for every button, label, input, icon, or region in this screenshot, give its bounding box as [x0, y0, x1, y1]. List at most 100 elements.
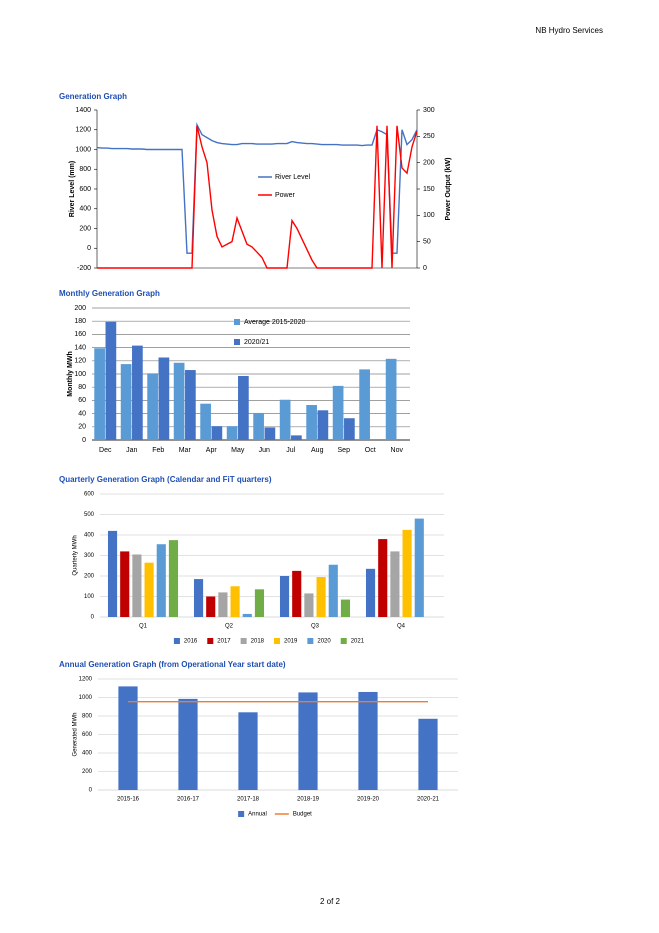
- x-tick-label: Jul: [286, 447, 295, 454]
- y-tick-label: 400: [82, 751, 93, 757]
- legend-swatch: [340, 638, 347, 644]
- x-tick-label: Nov: [391, 447, 404, 454]
- legend-label: 2021: [351, 639, 365, 645]
- legend-swatch: [207, 638, 214, 644]
- y-tick-label: 800: [79, 166, 91, 173]
- y2-tick-label: 250: [423, 133, 435, 140]
- bar: [132, 345, 143, 440]
- legend-label: 2020: [317, 639, 331, 645]
- y-tick-label: 180: [74, 318, 86, 325]
- legend-swatch: [240, 638, 247, 644]
- x-tick-label: Dec: [99, 447, 112, 454]
- legend-swatch: [238, 811, 245, 817]
- y-tick-label: 60: [78, 397, 86, 404]
- x-tick-label: Q4: [397, 624, 406, 630]
- chart-title: Quarterly Generation Graph (Calendar and…: [59, 475, 272, 484]
- y-tick-label: 0: [91, 615, 95, 621]
- x-tick-label: Jan: [126, 447, 137, 454]
- bar: [254, 589, 265, 617]
- page-header: NB Hydro Services: [535, 26, 603, 35]
- bar: [230, 586, 240, 617]
- x-tick-label: 2017-18: [237, 797, 260, 803]
- y-tick-label: 1000: [79, 695, 93, 701]
- bar: [340, 599, 351, 617]
- x-tick-label: 2019-20: [357, 797, 380, 803]
- bar: [317, 410, 329, 440]
- y-tick-label: 0: [87, 245, 91, 252]
- y-tick-label: 500: [84, 512, 95, 518]
- y-tick-label: 400: [79, 206, 91, 213]
- bar: [226, 426, 238, 440]
- legend-label: River Level: [275, 174, 310, 181]
- y2-axis-label: Power Output (kW): [445, 158, 452, 221]
- bar: [402, 529, 412, 617]
- bar: [264, 427, 276, 440]
- y2-tick-label: 200: [423, 160, 435, 167]
- bar: [291, 435, 302, 440]
- y-axis-label: River Level (mm): [69, 161, 76, 217]
- y-tick-label: 800: [82, 714, 93, 720]
- x-tick-label: Aug: [311, 447, 324, 454]
- legend-label: 2019: [284, 639, 298, 645]
- y-tick-label: 200: [84, 574, 95, 580]
- legend-label: 2016: [184, 639, 198, 645]
- bar: [292, 570, 302, 617]
- y-tick-label: 1400: [75, 107, 91, 114]
- x-tick-label: 2016-17: [177, 797, 200, 803]
- y-tick-label: 400: [84, 533, 95, 539]
- bar: [218, 592, 228, 617]
- bar: [316, 577, 326, 617]
- y-tick-label: 100: [74, 371, 86, 378]
- x-tick-label: 2020-21: [417, 797, 440, 803]
- chart-title: Annual Generation Graph (from Operationa…: [59, 660, 286, 669]
- x-tick-label: Mar: [179, 447, 192, 454]
- bar: [120, 364, 132, 440]
- bar: [328, 564, 338, 617]
- legend-label: Budget: [293, 812, 312, 818]
- bar: [120, 551, 130, 617]
- y-tick-label: 200: [82, 769, 93, 775]
- y-tick-label: 140: [74, 344, 86, 351]
- x-tick-label: Q2: [225, 624, 234, 630]
- bar: [304, 593, 314, 617]
- x-tick-label: Feb: [152, 447, 164, 454]
- bar: [385, 358, 397, 440]
- bar: [344, 418, 355, 440]
- x-tick-label: 2015-16: [117, 797, 140, 803]
- y-tick-label: 100: [84, 594, 95, 600]
- bar: [206, 596, 216, 617]
- x-tick-label: May: [231, 447, 245, 454]
- bar: [178, 698, 198, 790]
- legend-swatch: [307, 638, 314, 644]
- y2-tick-label: 0: [423, 265, 427, 272]
- y-axis-label: Monthly MWh: [67, 351, 74, 397]
- bar: [390, 551, 400, 617]
- y-tick-label: 0: [89, 788, 93, 794]
- chart-title: Monthly Generation Graph: [59, 289, 160, 298]
- bar: [132, 554, 142, 617]
- bar: [94, 348, 105, 440]
- y-tick-label: 600: [84, 492, 95, 498]
- x-tick-label: Q1: [139, 624, 148, 630]
- bar: [156, 544, 166, 617]
- bar: [279, 399, 291, 440]
- bar: [185, 370, 196, 440]
- legend-label: 2020/21: [244, 339, 269, 346]
- bar: [158, 357, 170, 440]
- x-tick-label: Q3: [311, 624, 320, 630]
- y-axis-label: Quarterly MWh: [73, 535, 79, 575]
- y2-tick-label: 150: [423, 186, 435, 193]
- y-tick-label: 1000: [75, 146, 91, 153]
- bar: [238, 375, 249, 440]
- y2-tick-label: 50: [423, 239, 431, 246]
- bar: [242, 613, 252, 617]
- y-tick-label: 0: [82, 437, 86, 444]
- data-line: [96, 122, 418, 254]
- y-axis-label: Generated MWh: [73, 712, 79, 756]
- bar: [105, 321, 117, 440]
- bar: [279, 576, 290, 617]
- legend-swatch: [234, 339, 240, 345]
- bar: [238, 712, 258, 790]
